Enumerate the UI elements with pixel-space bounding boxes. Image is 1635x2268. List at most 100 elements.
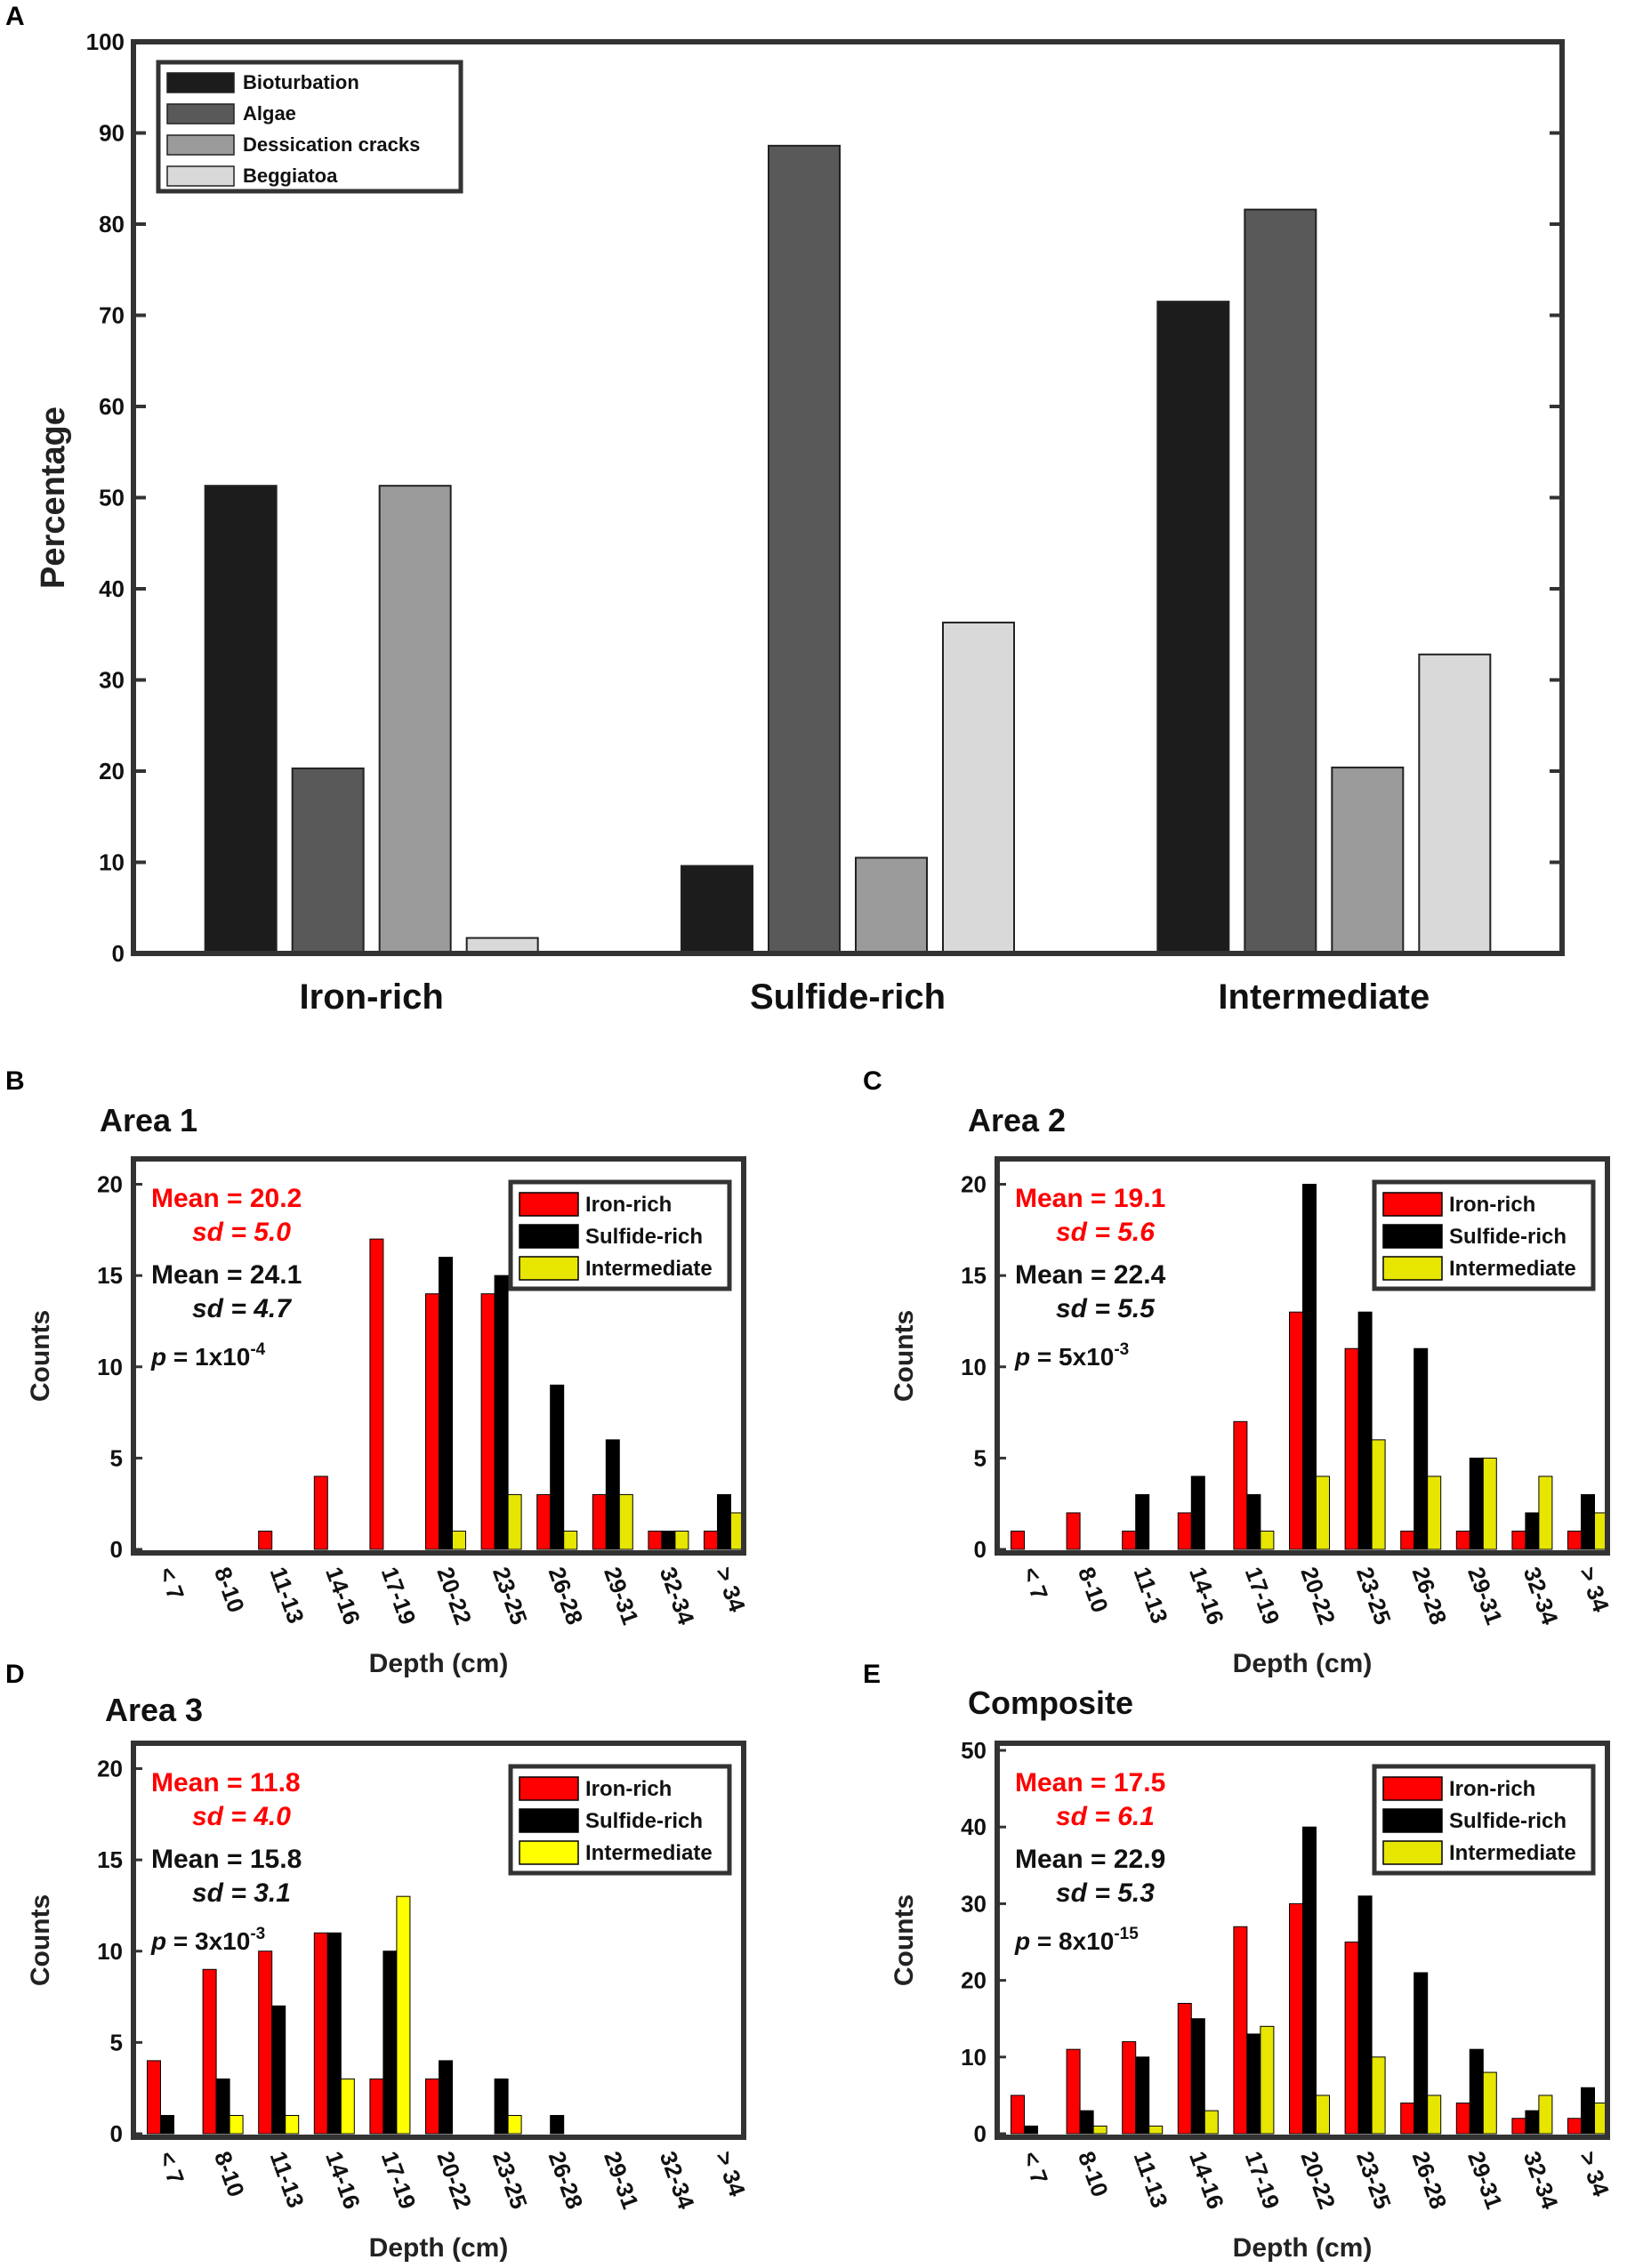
iron-mean: Mean = 17.5 [1015,1768,1165,1798]
bar-intermediate [340,2078,355,2135]
bar-sulfide-rich-beggiatoa [942,621,1015,954]
y-tick-label: 70 [99,302,125,329]
x-tick-label: 8-10 [1073,2148,1114,2200]
stats-annotation: Mean = 20.2 sd = 5.0 Mean = 24.1 sd = 4.7 p … [150,1184,302,1371]
x-tick-label: 11-13 [1129,1564,1173,1627]
bar-iron-rich [147,2060,161,2135]
iron-mean: Mean = 11.8 [151,1768,301,1798]
bar-iron-rich [1122,1530,1137,1550]
bar-iron-rich [648,1530,663,1550]
y-tick-label: 5 [110,2029,123,2055]
p-exponent: -3 [1114,1340,1129,1359]
x-tick-label: > 34 [710,1564,751,1616]
bar-sulfide-rich [1246,2033,1261,2135]
x-axis-title: Depth (cm) [369,1649,509,1678]
bar-sulfide-rich [1190,1476,1205,1550]
x-tick-label: < 7 [1017,1564,1053,1604]
x-tick-label: 23-25 [1351,1564,1397,1629]
x-tick-label: < 7 [1017,2148,1053,2188]
bar-sulfide-rich [439,1257,453,1550]
plot-area-a [204,144,1492,955]
y-tick-label: 5 [110,1444,123,1471]
x-tick-label: > 34 [710,2148,751,2200]
bar-sulfide-rich [215,2078,230,2135]
bar-iron-rich [258,1950,273,2135]
p-symbol: p [150,1927,166,1955]
bar-iron-rich [1344,1942,1359,2135]
bar-iron-rich [592,1493,607,1550]
panel-letter-d: D [5,1660,25,1689]
y-tick-label: 20 [961,1967,987,1994]
bar-sulfide-rich-algae [768,144,841,955]
bar-intermediate [1427,2095,1442,2135]
legend-swatch [519,1776,579,1801]
y-tick-label: 50 [961,1737,987,1764]
x-tick-label: 14-16 [320,1564,366,1629]
bar-iron-rich [1177,1512,1192,1550]
bar-iron-rich [1233,1420,1248,1550]
y-tick-label: 20 [97,1756,123,1782]
bar-sulfide-rich [550,2114,565,2135]
iron-sd: sd = 5.6 [1056,1218,1155,1247]
y-tick-label: 15 [961,1262,987,1289]
bar-intermediate-bioturbation [1156,301,1230,954]
p-mantissa: = 8x10 [1030,1927,1114,1955]
bar-sulfide-rich [1414,1347,1429,1550]
bar-iron-rich-bioturbation [204,485,278,954]
bar-iron-rich [1511,1530,1526,1550]
bar-iron-rich [1289,1902,1303,2135]
bar-sulfide-rich [1024,2125,1038,2135]
p-mantissa: = 5x10 [1030,1343,1114,1371]
bar-iron-rich-dessication-cracks [378,485,452,954]
x-tick-label: 29-31 [599,2148,644,2213]
category-label: Sulfide-rich [750,977,946,1017]
iron-sd: sd = 6.1 [1056,1802,1155,1831]
bar-sulfide-rich [271,2005,286,2135]
bar-intermediate [1427,1476,1442,1550]
panel-title: Composite [968,1685,1133,1721]
x-tick-label: < 7 [153,2148,189,2188]
bar-intermediate [229,2114,244,2135]
bar-sulfide-rich [1357,1311,1373,1550]
axes-frame-d [131,1741,746,2140]
bar-sulfide-rich [1302,1826,1317,2135]
legend-label: Iron-rich [585,1777,672,1801]
x-tick-label: 26-28 [544,2148,589,2213]
legend-swatch [519,1256,579,1281]
legend-swatch [1382,1192,1443,1217]
axes-frame-c [995,1156,1610,1556]
bar-iron-rich [1011,2095,1025,2135]
x-tick-label: 32-34 [655,2148,700,2213]
p-value: p = 1x10-4 [150,1340,266,1371]
bar-sulfide-rich [326,1932,342,2135]
iron-sd: sd = 4.0 [192,1802,291,1831]
legend-label: Beggiatoa [243,165,338,187]
x-tick-label: 20-22 [1295,1564,1341,1629]
p-symbol: p [1014,1343,1030,1371]
bar-sulfide-rich-dessication-cracks [855,857,928,954]
bar-sulfide-rich [494,2078,509,2135]
bar-intermediate [1260,2025,1275,2135]
bar-iron-rich [1344,1347,1359,1550]
bar-iron-rich [1400,2103,1415,2135]
y-tick-label: 10 [961,1354,987,1380]
legend-swatch [1382,1808,1443,1833]
panel-title: Area 2 [968,1102,1066,1138]
x-axis-title: Depth (cm) [1233,2233,1373,2263]
bar-sulfide-rich [661,1530,676,1550]
bar-iron-rich [1511,2118,1526,2135]
x-tick-label: 23-25 [1351,2148,1397,2213]
bar-intermediate [1260,1530,1275,1550]
stats-annotation: Mean = 19.1 sd = 5.6 Mean = 22.4 sd = 5.5 p … [1014,1184,1166,1371]
y-tick-label: 20 [97,1171,123,1198]
bar-iron-rich [425,1293,439,1550]
bar-iron-rich [1066,1512,1081,1550]
bar-sulfide-rich [383,1950,398,2135]
sulfide-sd: sd = 5.5 [1056,1294,1156,1323]
panel-letter-c: C [863,1066,882,1096]
sulfide-mean: Mean = 22.9 [1015,1845,1165,1874]
category-label: Intermediate [1218,977,1430,1017]
panel-title: Area 1 [100,1102,197,1138]
